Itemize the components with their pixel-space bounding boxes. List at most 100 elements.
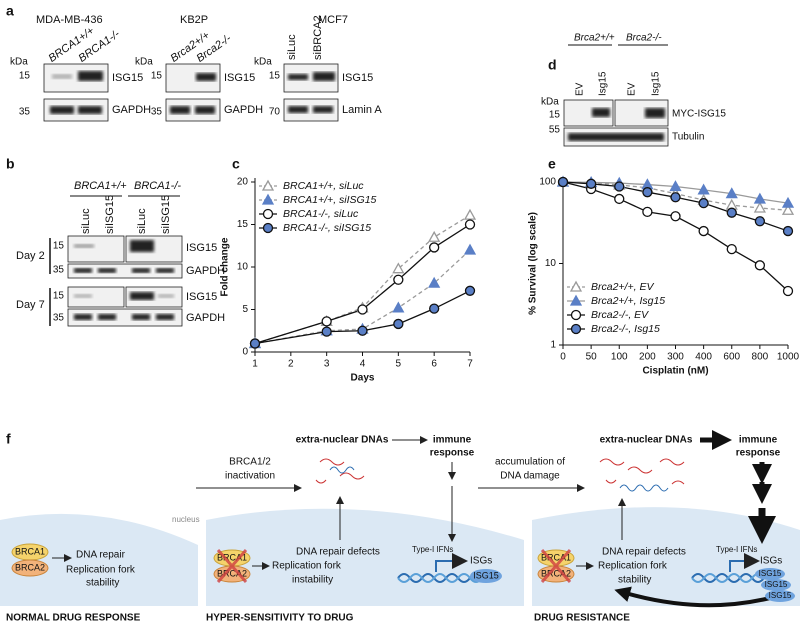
shape	[671, 480, 685, 485]
kda: 15	[151, 71, 163, 82]
lane-label: siBRCA2	[312, 15, 324, 60]
nucleus-label: nucleus	[172, 515, 200, 524]
legend-label: BRCA1-/-, siLuc	[283, 208, 359, 220]
legend-label: BRCA1+/+, siISG15	[283, 194, 377, 206]
group-label: BRCA1-/-	[134, 180, 181, 192]
protein-label: BRCA2	[541, 568, 571, 578]
panel-label: f	[6, 431, 11, 447]
marker	[429, 303, 440, 314]
band	[288, 74, 308, 80]
panel-d: Brca2+/+ Brca2-/- EV Isg15 EV Isg15 kDa …	[541, 33, 726, 147]
diagram-text: ISGs	[760, 556, 782, 567]
legend-label: Brca2+/+, Isg15	[591, 295, 665, 307]
group-label: BRCA1+/+	[74, 180, 127, 192]
band	[313, 106, 333, 113]
dna-label: extra-nuclear DNAs	[600, 435, 693, 446]
protein-label: ISG15	[759, 569, 782, 578]
blot-label: ISG15	[186, 242, 217, 254]
band	[52, 74, 72, 79]
marker	[726, 207, 737, 218]
x-tick-label: 1	[252, 359, 258, 370]
kda: 15	[53, 241, 65, 252]
marker	[782, 225, 794, 237]
shape	[659, 458, 685, 466]
shape	[599, 458, 625, 466]
arrow-label: inactivation	[225, 471, 275, 482]
blot	[67, 286, 125, 308]
marker	[463, 208, 477, 220]
shape	[315, 479, 327, 484]
x-tick-label: 800	[752, 352, 769, 363]
marker	[321, 326, 332, 337]
cross	[540, 549, 572, 583]
blot	[43, 98, 109, 122]
band	[74, 244, 94, 248]
band	[196, 73, 216, 81]
marker	[669, 180, 682, 192]
diagram-text: ISGs	[470, 556, 492, 567]
marker	[464, 285, 476, 296]
diagram-text: stability	[86, 578, 119, 589]
protein-label: ISG15	[765, 580, 788, 589]
state-label: DRUG RESISTANCE	[534, 613, 630, 624]
group-label: Brca2-/-	[626, 33, 662, 44]
x-tick-label: 4	[360, 359, 366, 370]
blot	[563, 99, 614, 127]
blot-label: GAPDH	[186, 312, 225, 324]
arrow-label: BRCA1/2	[229, 457, 271, 468]
marker	[464, 219, 476, 230]
diagram-text: Type-I IFNs	[716, 545, 757, 554]
protein-label: BRCA2	[15, 562, 45, 572]
blot-label: ISG15	[224, 72, 255, 84]
series-line	[254, 223, 471, 345]
diagram-text: DNA repair defects	[296, 547, 380, 558]
marker	[392, 262, 405, 274]
marker	[357, 325, 368, 336]
marker	[642, 206, 653, 218]
kda-unit: kDa	[541, 97, 559, 108]
panel-label: c	[232, 156, 240, 172]
dna-fragment	[329, 466, 355, 474]
diagram-text: instability	[292, 575, 333, 586]
band	[78, 71, 103, 81]
marker	[725, 187, 738, 199]
blot-label: ISG15	[186, 291, 217, 303]
shape	[319, 458, 345, 466]
diagram-text: Replication fork	[272, 561, 342, 572]
shape	[627, 466, 653, 474]
dna-label: extra-nuclear DNAs	[296, 435, 389, 446]
x-tick-label: 200	[639, 352, 656, 363]
kda: 35	[151, 107, 163, 118]
shape	[339, 472, 365, 480]
x-tick-label: 6	[431, 359, 437, 370]
marker	[428, 276, 441, 288]
marker	[754, 260, 766, 271]
dna-fragment	[619, 484, 669, 492]
immune-label: immune	[739, 435, 778, 446]
group-label: Brca2+/+	[574, 33, 615, 44]
protein-label: BRCA1	[217, 552, 247, 562]
protein-label: BRCA1	[541, 552, 571, 562]
legend-label: BRCA1-/-, siISG15	[283, 222, 371, 234]
panel-label: e	[548, 156, 556, 172]
lane-label: siLuc	[286, 34, 298, 60]
state-label: NORMAL DRUG RESPONSE	[6, 613, 141, 624]
marker	[781, 196, 795, 208]
band	[568, 133, 664, 141]
band	[645, 108, 665, 118]
protein	[765, 590, 795, 602]
marker	[262, 222, 274, 234]
blot-title: MDA-MB-436	[36, 14, 103, 26]
x-tick-label: 600	[723, 352, 740, 363]
blot-label: GAPDH	[224, 104, 263, 116]
lane-label: EV	[627, 82, 638, 96]
immune-label: response	[736, 448, 781, 459]
kda: 55	[549, 125, 561, 136]
marker	[557, 176, 569, 188]
marker	[261, 193, 275, 205]
band	[313, 72, 335, 81]
panel-label: b	[6, 156, 15, 172]
marker	[393, 318, 404, 330]
x-tick-label: 0	[560, 352, 566, 363]
